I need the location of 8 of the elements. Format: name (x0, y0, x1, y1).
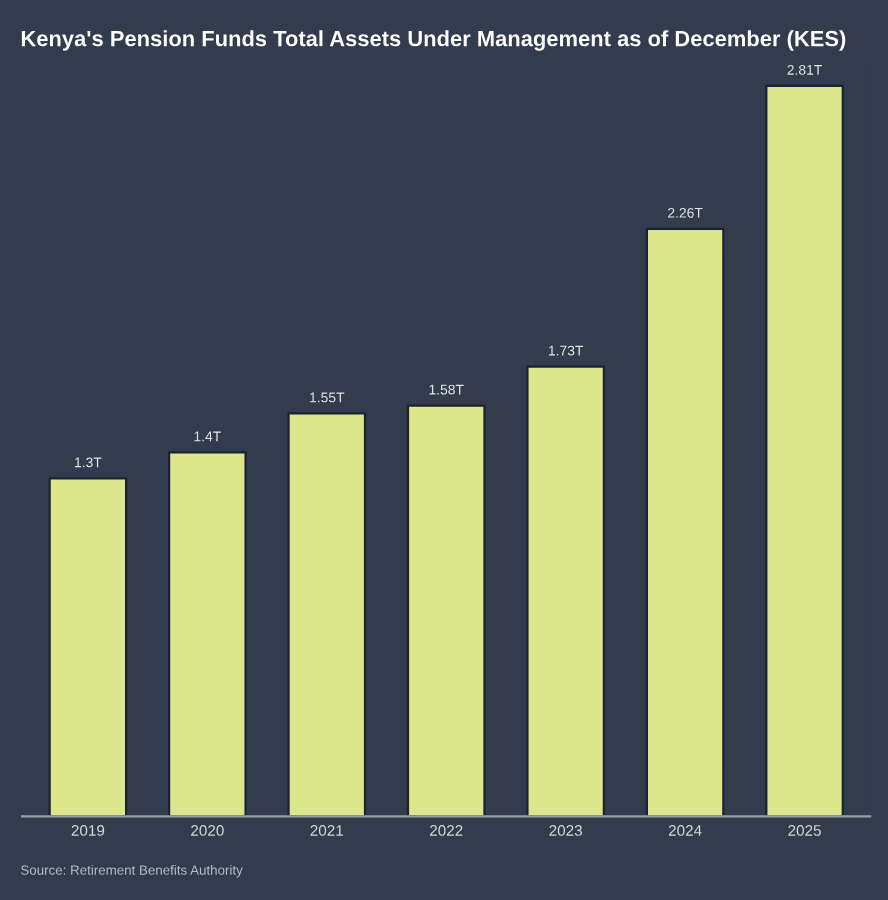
bar (406, 404, 486, 817)
chart-title: Kenya's Pension Funds Total Assets Under Management as of December (KES) (21, 30, 846, 51)
bar (765, 84, 844, 817)
bar (526, 365, 605, 817)
bar (287, 412, 367, 817)
bar (168, 451, 247, 817)
bar (645, 227, 725, 817)
bar (48, 477, 128, 817)
